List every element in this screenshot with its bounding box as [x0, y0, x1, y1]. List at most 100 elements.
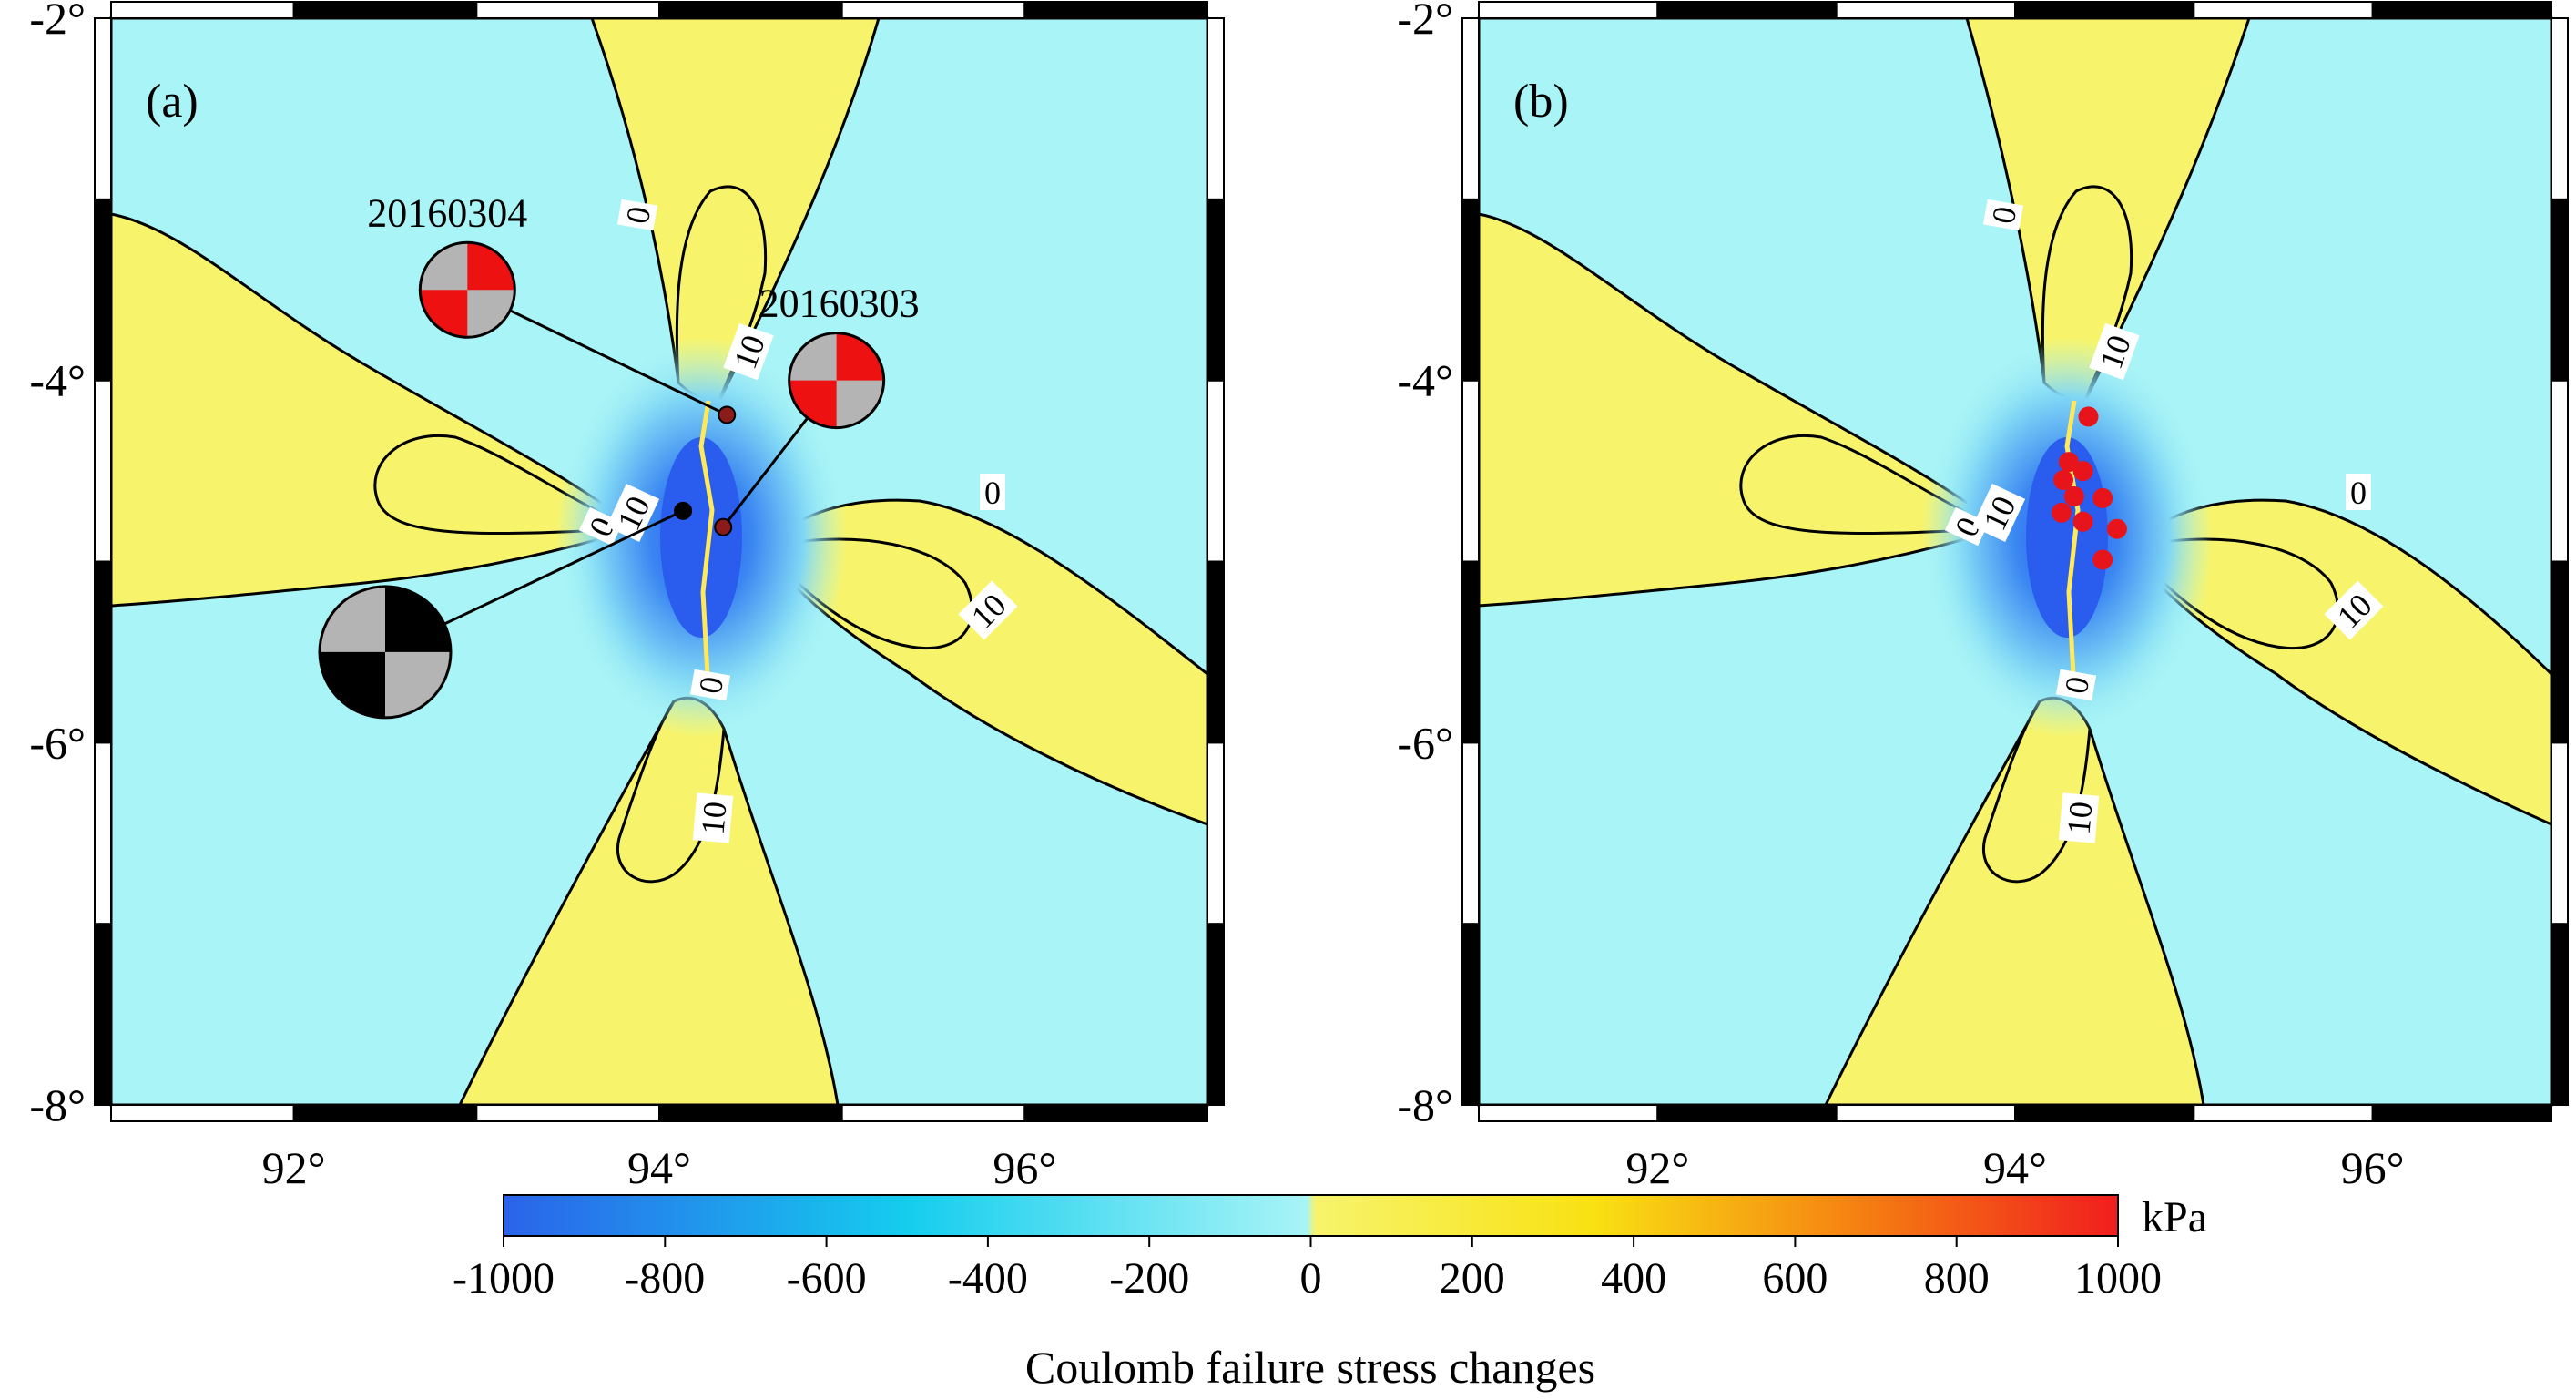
frame-segment-right — [2551, 379, 2569, 563]
panel-b: 0 10 0 10 0 10 0 10 92° 94° 96° -2° -4° -6° -8… — [1397, 0, 2569, 1193]
lon-tick-label: 92° — [1625, 1142, 1689, 1193]
contour-label: 0 — [2350, 475, 2367, 511]
event-label-20160304: 20160304 — [367, 190, 527, 235]
epicenter-marker — [714, 517, 733, 536]
contour-label: 0 — [984, 475, 1001, 511]
aftershock-point — [2058, 452, 2079, 473]
frame-segment-left — [94, 560, 112, 744]
frame-segment-bottom — [2371, 1104, 2553, 1122]
panel-b-axis-ticks: 92° 94° 96° -2° -4° -6° -8° — [1397, 0, 2404, 1193]
aftershock-point — [2106, 518, 2127, 539]
frame-segment-bottom — [840, 1104, 1026, 1122]
panel-a-contour-west — [373, 434, 638, 536]
beachball-outline — [318, 585, 453, 720]
frame-segment-top — [2193, 1, 2374, 19]
lon-tick-label: 92° — [262, 1142, 326, 1193]
frame-segment-bottom — [110, 1104, 295, 1122]
beachball-compression-quadrant — [467, 242, 515, 291]
frame-segment-right — [2551, 923, 2569, 1107]
focal-mechanism-beachball — [318, 585, 453, 720]
frame-segment-right — [1207, 198, 1225, 382]
panel-b-contour-labels: 0 10 0 10 0 10 0 10 — [1944, 199, 2384, 843]
frame-segment-right — [2551, 560, 2569, 744]
aftershock-point — [2053, 470, 2074, 491]
frame-segment-left — [1461, 198, 1480, 382]
panel-b-fault-trace — [2064, 400, 2081, 693]
colorbar-ticks: -1000 -800 -600 -400 -200 0 200 400 600 800 1000 — [453, 1236, 2162, 1303]
panel-a-fault-trace — [698, 400, 715, 693]
lat-tick-label: -2° — [29, 0, 86, 44]
frame-segment-left — [94, 17, 112, 200]
frame-segment-left — [1461, 379, 1480, 563]
frame-segment-right — [1207, 560, 1225, 744]
event-label-20160303: 20160303 — [759, 281, 920, 326]
lon-tick-label: 94° — [627, 1142, 691, 1193]
aftershock-point — [2072, 461, 2093, 482]
colorbar-unit: kPa — [2142, 1193, 2207, 1242]
beachball-compression-quadrant — [789, 380, 837, 428]
colorbar-tick-label: -200 — [1109, 1254, 1189, 1303]
panel-a-events — [318, 240, 886, 720]
frame-segment-right — [2551, 17, 2569, 200]
colorbar-tick-label: 600 — [1762, 1254, 1828, 1303]
lon-tick-label: 94° — [1983, 1142, 2047, 1193]
colorbar-tick-label: -600 — [787, 1254, 867, 1303]
panel-b-negative-core — [2026, 437, 2108, 638]
panel-a-label: (a) — [146, 76, 199, 128]
frame-segment-right — [1207, 379, 1225, 563]
panel-a-axis-ticks: 92° 94° 96° -2° -4° -6° -8° — [29, 0, 1056, 1193]
frame-segment-top — [1478, 1, 1659, 19]
beachball-outline — [788, 332, 886, 430]
panel-b-positive-lobes — [1479, 18, 2551, 1105]
beachball-compression-quadrant — [385, 586, 451, 652]
frame-segment-bottom — [475, 1104, 660, 1122]
lon-tick-label: 96° — [2341, 1142, 2405, 1193]
frame-segment-right — [1207, 923, 1225, 1107]
frame-segment-bottom — [1478, 1104, 1659, 1122]
colorbar-tick-label: 800 — [1924, 1254, 1990, 1303]
frame-segment-top — [1656, 1, 1838, 19]
epicenter-marker — [718, 405, 737, 424]
colorbar-tick-label: 200 — [1440, 1254, 1505, 1303]
panel-b-aftershocks — [2052, 406, 2127, 570]
frame-segment-left — [94, 923, 112, 1107]
aftershock-point — [2052, 502, 2072, 523]
colorbar-tick-label: 1000 — [2074, 1254, 2162, 1303]
frame-segment-bottom — [658, 1104, 843, 1122]
frame-segment-left — [94, 741, 112, 925]
frame-segment-left — [1461, 923, 1480, 1107]
panel-a-frame — [94, 1, 1225, 1122]
panel-b-contour-west — [1739, 434, 2004, 536]
frame-segment-left — [94, 198, 112, 382]
focal-mechanism-beachball — [788, 332, 886, 430]
frame-segment-top — [292, 1, 478, 19]
frame-segment-right — [1207, 741, 1225, 925]
frame-segment-top — [2371, 1, 2553, 19]
focal-mechanism-beachball — [418, 240, 516, 339]
beachball-compression-quadrant — [320, 651, 385, 718]
aftershock-point — [2078, 406, 2099, 427]
frame-segment-left — [94, 379, 112, 563]
panel-a-negative-core — [660, 437, 742, 638]
frame-segment-bottom — [2193, 1104, 2374, 1122]
beachball-compression-quadrant — [836, 332, 884, 381]
frame-segment-left — [1461, 560, 1480, 744]
frame-segment-bottom — [292, 1104, 478, 1122]
epicenter-marker — [674, 501, 693, 520]
colorbar-label: Coulomb failure stress changes — [1025, 1342, 1595, 1393]
lat-tick-label: -6° — [29, 717, 86, 768]
lat-tick-label: -4° — [29, 355, 86, 406]
lat-tick-label: -8° — [1397, 1079, 1453, 1130]
colorbar-tick-label: 400 — [1601, 1254, 1666, 1303]
frame-segment-left — [1461, 741, 1480, 925]
beachball-compression-quadrant — [420, 290, 468, 338]
aftershock-point — [2072, 511, 2093, 532]
frame-segment-right — [2551, 198, 2569, 382]
frame-segment-top — [2014, 1, 2195, 19]
frame-segment-bottom — [1656, 1104, 1838, 1122]
contour-label: 10 — [2061, 800, 2100, 835]
lat-tick-label: -8° — [29, 1079, 86, 1130]
panel-a: 0 10 0 10 0 10 0 10 92° 94° 96° -2° -4° -6° -8… — [29, 0, 1225, 1193]
beachball-outline — [418, 240, 516, 339]
contour-label: 10 — [695, 800, 734, 835]
